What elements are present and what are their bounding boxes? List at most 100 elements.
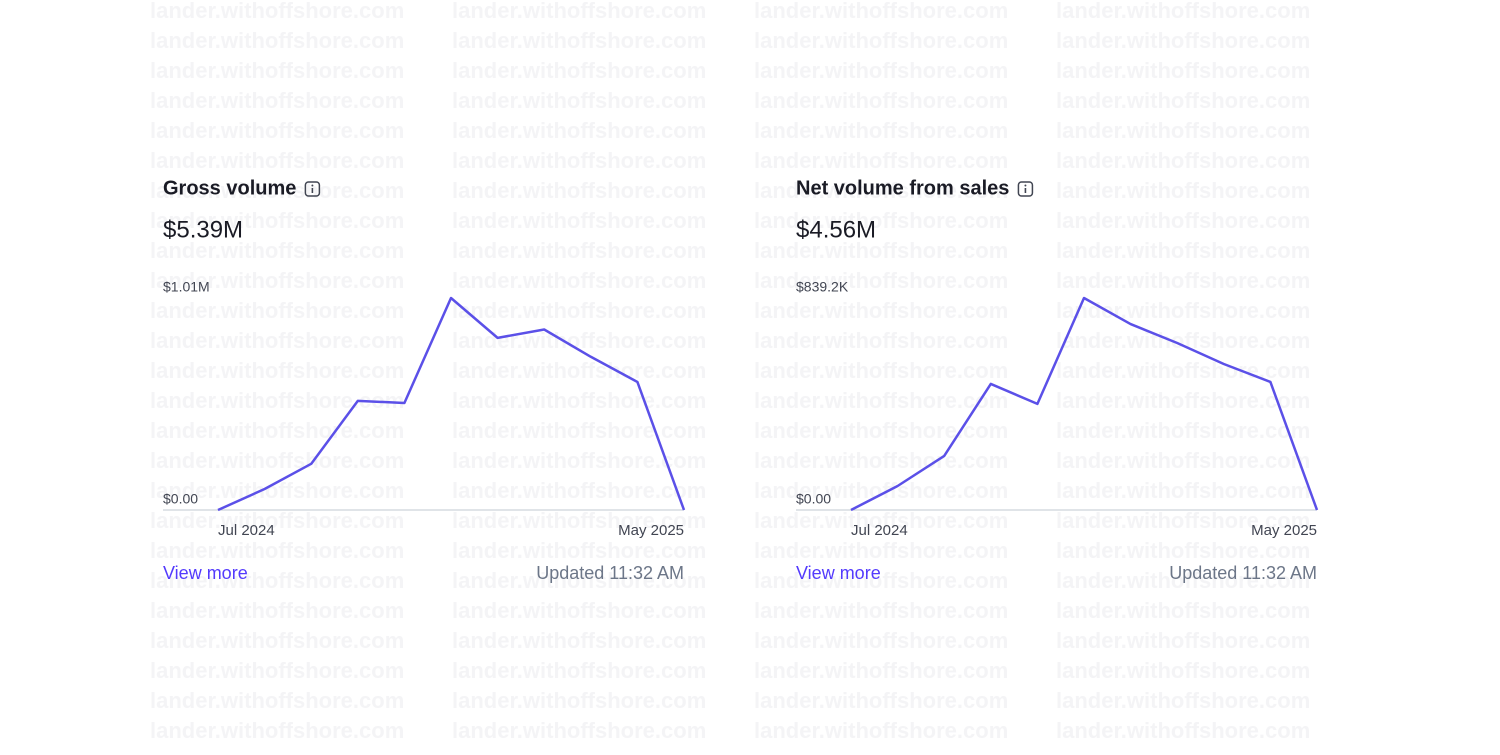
sparkline (850, 296, 1319, 512)
watermark: lander.withoffshore.com (1056, 148, 1310, 173)
watermark: lander.withoffshore.com (1056, 658, 1310, 683)
watermark: lander.withoffshore.com (452, 418, 706, 443)
watermark: lander.withoffshore.com (1056, 238, 1310, 263)
watermark: lander.withoffshore.com (1056, 418, 1310, 443)
watermark: lander.withoffshore.com (452, 88, 706, 113)
watermark: lander.withoffshore.com (1056, 568, 1310, 593)
watermark: lander.withoffshore.com (150, 628, 404, 653)
watermark: lander.withoffshore.com (1056, 688, 1310, 713)
watermark: lander.withoffshore.com (150, 268, 404, 293)
watermark: lander.withoffshore.com (452, 598, 706, 623)
watermark: lander.withoffshore.com (150, 658, 404, 683)
watermark: lander.withoffshore.com (150, 208, 404, 233)
watermark: lander.withoffshore.com (754, 178, 1008, 203)
watermark: lander.withoffshore.com (754, 658, 1008, 683)
watermark: lander.withoffshore.com (754, 688, 1008, 713)
watermark: lander.withoffshore.com (150, 178, 404, 203)
x-tick-label: Jul 2024 (218, 522, 275, 539)
y-tick-label: $839.2K (796, 279, 849, 295)
view-more-link[interactable]: View more (796, 563, 881, 583)
watermark: lander.withoffshore.com (1056, 58, 1310, 83)
watermark: lander.withoffshore.com (754, 508, 1008, 533)
watermark: lander.withoffshore.com (150, 148, 404, 173)
watermark: lander.withoffshore.com (1056, 28, 1310, 53)
watermark: lander.withoffshore.com (1056, 88, 1310, 113)
updated-time: Updated 11:32 AM (536, 563, 684, 583)
x-tick-label: May 2025 (618, 522, 684, 539)
card-total: $5.39M (163, 216, 243, 243)
watermark: lander.withoffshore.com (754, 568, 1008, 593)
x-tick-label: Jul 2024 (851, 522, 908, 539)
watermark: lander.withoffshore.com (754, 598, 1008, 623)
y-tick-label: $1.01M (163, 279, 210, 295)
watermark: lander.withoffshore.com (754, 238, 1008, 263)
watermark: lander.withoffshore.com (150, 118, 404, 143)
watermark: lander.withoffshore.com (150, 298, 404, 323)
watermark: lander.withoffshore.com (1056, 478, 1310, 503)
watermark: lander.withoffshore.com (452, 298, 706, 323)
watermark: lander.withoffshore.com (754, 418, 1008, 443)
watermark: lander.withoffshore.com (150, 28, 404, 53)
watermark: lander.withoffshore.com (452, 538, 706, 563)
watermark: lander.withoffshore.com (150, 508, 404, 533)
watermark: lander.withoffshore.com (150, 0, 404, 23)
watermark: lander.withoffshore.com (452, 148, 706, 173)
watermark: lander.withoffshore.com (754, 478, 1008, 503)
watermark: lander.withoffshore.com (1056, 268, 1310, 293)
watermark: lander.withoffshore.com (452, 628, 706, 653)
watermark: lander.withoffshore.com (754, 538, 1008, 563)
watermark: lander.withoffshore.com (452, 268, 706, 293)
watermark: lander.withoffshore.com (754, 58, 1008, 83)
info-icon[interactable] (304, 181, 321, 197)
watermark: lander.withoffshore.com (1056, 328, 1310, 353)
watermark: lander.withoffshore.com (754, 208, 1008, 233)
watermark: lander.withoffshore.com (150, 718, 404, 743)
watermark: lander.withoffshore.com (452, 28, 706, 53)
watermark: lander.withoffshore.com (150, 88, 404, 113)
watermark: lander.withoffshore.com (452, 178, 706, 203)
info-icon-dot (1024, 184, 1027, 187)
watermark: lander.withoffshore.com (150, 418, 404, 443)
watermark: lander.withoffshore.com (1056, 628, 1310, 653)
watermark: lander.withoffshore.com (452, 718, 706, 743)
card-title: Net volume from sales (796, 177, 1009, 199)
y-tick-label: $0.00 (163, 491, 198, 507)
y-tick-label: $0.00 (796, 491, 831, 507)
watermark: lander.withoffshore.com (1056, 538, 1310, 563)
watermark: lander.withoffshore.com (1056, 358, 1310, 383)
watermark: lander.withoffshore.com (452, 118, 706, 143)
watermark: lander.withoffshore.com (754, 388, 1008, 413)
watermark: lander.withoffshore.com (754, 268, 1008, 293)
watermark: lander.withoffshore.com (150, 448, 404, 473)
watermark: lander.withoffshore.com (452, 58, 706, 83)
watermark: lander.withoffshore.com (150, 538, 404, 563)
watermark: lander.withoffshore.com (754, 88, 1008, 113)
watermark: lander.withoffshore.com (754, 148, 1008, 173)
view-more-link[interactable]: View more (163, 563, 248, 583)
watermark: lander.withoffshore.com (452, 508, 706, 533)
watermark: lander.withoffshore.com (1056, 598, 1310, 623)
watermark: lander.withoffshore.com (754, 0, 1008, 23)
watermark: lander.withoffshore.com (452, 478, 706, 503)
watermark: lander.withoffshore.com (150, 568, 404, 593)
card-title: Gross volume (163, 177, 296, 199)
watermark: lander.withoffshore.com (452, 688, 706, 713)
watermark: lander.withoffshore.com (1056, 0, 1310, 23)
watermark: lander.withoffshore.com (1056, 118, 1310, 143)
card-total: $4.56M (796, 216, 876, 243)
watermark: lander.withoffshore.com (150, 358, 404, 383)
watermark: lander.withoffshore.com (754, 358, 1008, 383)
watermark: lander.withoffshore.com (150, 58, 404, 83)
info-icon[interactable] (1017, 181, 1034, 197)
watermark: lander.withoffshore.com (1056, 388, 1310, 413)
watermark: lander.withoffshore.com (452, 238, 706, 263)
watermark: lander.withoffshore.com (1056, 448, 1310, 473)
watermark: lander.withoffshore.com (452, 388, 706, 413)
watermark: lander.withoffshore.com (150, 238, 404, 263)
watermark: lander.withoffshore.com (1056, 298, 1310, 323)
watermark: lander.withoffshore.com (452, 0, 706, 23)
watermark: lander.withoffshore.com (150, 328, 404, 353)
watermark: lander.withoffshore.com (150, 598, 404, 623)
x-tick-label: May 2025 (1251, 522, 1317, 539)
